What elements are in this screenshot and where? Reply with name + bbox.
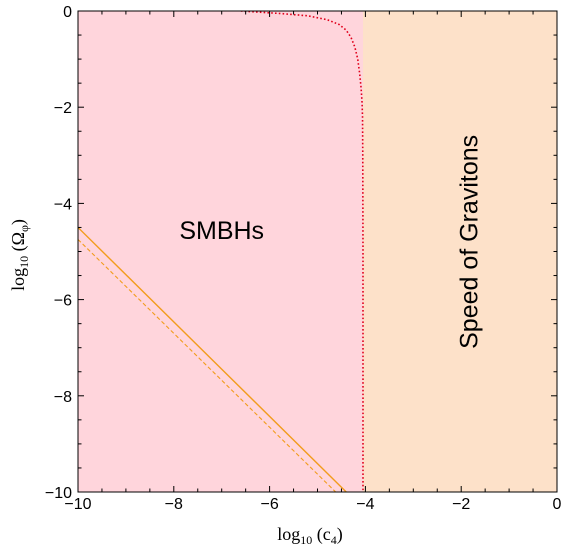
series-line-solid bbox=[78, 226, 347, 492]
y-tick-label: −2 bbox=[54, 100, 72, 117]
series-line-dotted bbox=[240, 11, 364, 492]
y-tick-label: −8 bbox=[54, 389, 72, 406]
x-tick-label: −10 bbox=[64, 496, 91, 513]
x-tick-label: −4 bbox=[356, 496, 374, 513]
x-tick-label: −8 bbox=[165, 496, 183, 513]
axis-ticks: −10 −8 −6 −4 −2 0 0 −2 −4 −6 −8 −10 bbox=[45, 4, 562, 513]
region-0 bbox=[78, 11, 364, 492]
y-axis-label: log10 (Ωφ) bbox=[8, 219, 31, 291]
regions-layer bbox=[78, 11, 557, 492]
x-tick-label: −2 bbox=[452, 496, 470, 513]
series-layer bbox=[78, 11, 364, 492]
region-label-0: SMBHs bbox=[179, 217, 264, 245]
y-tick-label: −4 bbox=[54, 196, 72, 213]
x-axis-label: log10 (c4) bbox=[277, 524, 343, 546]
region-1 bbox=[363, 11, 557, 492]
series-line-dashed bbox=[78, 239, 337, 492]
region-label-1: Speed of Gravitons bbox=[455, 135, 483, 349]
y-tick-label: 0 bbox=[63, 4, 72, 21]
y-tick-label: −10 bbox=[45, 485, 72, 502]
x-tick-label: 0 bbox=[553, 496, 562, 513]
x-tick-label: −6 bbox=[260, 496, 278, 513]
region-labels: SMBHs Speed of Gravitons bbox=[179, 135, 483, 349]
y-tick-label: −6 bbox=[54, 293, 72, 310]
